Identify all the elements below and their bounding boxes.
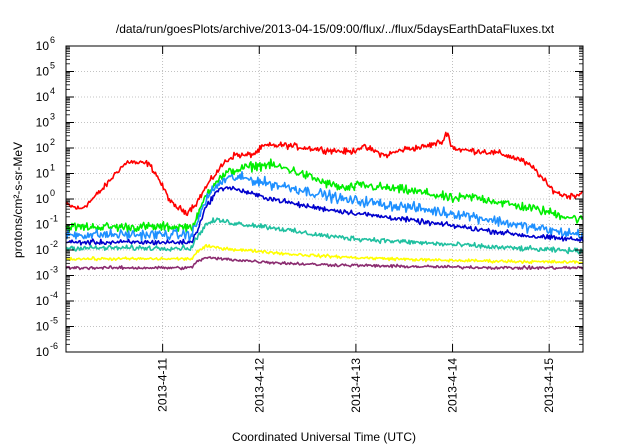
y-tick-label: 10 <box>36 90 50 104</box>
y-tick-exponent: 5 <box>50 61 55 71</box>
x-tick-label: 2013-4-11 <box>156 358 170 412</box>
y-tick-exponent: 0 <box>50 188 55 198</box>
y-tick-label: 10 <box>36 345 50 359</box>
y-tick-label: 10 <box>36 269 50 283</box>
y-axis-ticks: 10 -610 -510 -410 -310 -210 -110 010 110 210 310 41… <box>36 35 583 359</box>
y-tick-exponent: -1 <box>50 214 58 224</box>
x-tick-label: 2013-4-15 <box>542 358 556 413</box>
y-tick-exponent: -5 <box>50 316 58 326</box>
y-tick-label: 10 <box>36 218 50 232</box>
y-tick-exponent: 4 <box>50 86 55 96</box>
y-tick-label: 10 <box>36 116 50 130</box>
y-tick-label: 10 <box>36 320 50 334</box>
chart-title: /data/run/goesPlots/archive/2013-04-15/0… <box>116 22 555 36</box>
y-tick-label: 10 <box>36 192 50 206</box>
x-axis-label: Coordinated Universal Time (UTC) <box>232 430 416 444</box>
y-tick-label: 10 <box>36 167 50 181</box>
y-tick-exponent: -3 <box>50 265 58 275</box>
x-tick-label: 2013-4-14 <box>446 358 460 413</box>
x-axis-ticks: 2013-4-11 2013-4-12 2013-4-13 2013-4-14 2013… <box>156 46 556 413</box>
series-line-1 <box>65 158 584 234</box>
x-tick-label: 2013-4-12 <box>252 358 266 413</box>
y-tick-exponent: 3 <box>50 112 55 122</box>
series-line-2 <box>65 171 584 242</box>
y-tick-label: 10 <box>36 39 50 53</box>
y-tick-exponent: -2 <box>50 239 58 249</box>
series-line-0 <box>65 131 584 217</box>
y-tick-label: 10 <box>36 65 50 79</box>
x-tick-label: 2013-4-13 <box>349 358 363 413</box>
series-group <box>65 131 584 271</box>
y-tick-exponent: 1 <box>50 163 55 173</box>
series-line-5 <box>65 243 584 265</box>
y-tick-exponent: -4 <box>50 290 58 300</box>
y-axis-label: protons/cm²-s-sr-MeV <box>11 142 25 258</box>
y-tick-label: 10 <box>36 294 50 308</box>
y-tick-exponent: 2 <box>50 137 55 147</box>
grid <box>66 46 583 352</box>
series-line-4 <box>65 217 584 255</box>
y-tick-exponent: 6 <box>50 35 55 45</box>
y-tick-label: 10 <box>36 243 50 257</box>
y-tick-label: 10 <box>36 141 50 155</box>
y-tick-exponent: -6 <box>50 341 58 351</box>
series-line-3 <box>65 185 584 246</box>
series-line-6 <box>65 256 584 271</box>
